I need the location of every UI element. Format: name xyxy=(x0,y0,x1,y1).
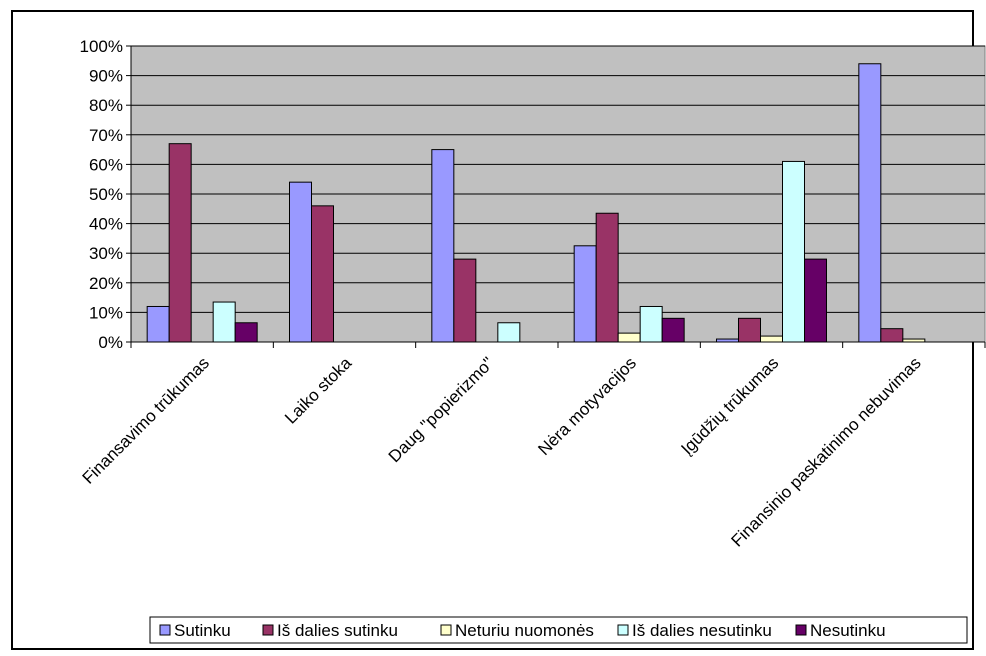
bar xyxy=(168,143,192,343)
bar xyxy=(146,305,170,343)
bar xyxy=(497,322,521,343)
bar xyxy=(716,338,739,343)
legend-label: Nesutinku xyxy=(810,621,886,640)
legend-swatch xyxy=(262,624,274,636)
legend-label: Iš dalies sutinku xyxy=(277,621,398,640)
legend-label: Neturiu nuomonės xyxy=(455,621,594,640)
legend-swatch xyxy=(440,624,452,636)
bar xyxy=(738,317,761,343)
bar xyxy=(804,258,827,343)
legend-label: Sutinku xyxy=(174,621,231,640)
bar xyxy=(431,149,455,343)
y-tick-label: 20% xyxy=(89,274,123,293)
legend-label: Iš dalies nesutinku xyxy=(632,621,772,640)
y-tick-label: 80% xyxy=(89,96,123,115)
y-tick-label: 0% xyxy=(98,333,123,352)
bar xyxy=(760,335,783,343)
bar xyxy=(639,305,663,343)
x-tick-label: Nėra motyvacijos xyxy=(534,353,640,459)
bar xyxy=(595,212,619,343)
bar xyxy=(782,160,805,343)
y-tick-label: 10% xyxy=(89,303,123,322)
y-tick-label: 90% xyxy=(89,67,123,86)
y-tick-label: 40% xyxy=(89,215,123,234)
legend-swatch xyxy=(617,624,629,636)
bar xyxy=(311,205,334,343)
bar xyxy=(453,258,477,343)
legend-swatch xyxy=(795,624,807,636)
bar xyxy=(880,328,904,343)
x-tick-label: Daug "popierizmo" xyxy=(385,353,498,466)
bar xyxy=(902,338,926,343)
x-tick-label: Įgūdžių trūkumas xyxy=(677,353,782,458)
y-tick-label: 100% xyxy=(80,37,123,56)
legend-swatch xyxy=(159,624,171,636)
legend xyxy=(149,616,968,644)
bar xyxy=(858,63,882,343)
y-tick-label: 70% xyxy=(89,126,123,145)
bar xyxy=(289,181,312,343)
bar xyxy=(234,322,258,343)
x-tick-label: Finansavimo trūkumas xyxy=(79,353,213,487)
bar xyxy=(617,332,641,343)
y-tick-label: 50% xyxy=(89,185,123,204)
y-tick-label: 60% xyxy=(89,155,123,174)
y-tick-label: 30% xyxy=(89,244,123,263)
x-tick-label: Laiko stoka xyxy=(281,353,356,428)
bar xyxy=(573,245,597,343)
bar xyxy=(661,317,685,343)
bar xyxy=(212,301,236,343)
